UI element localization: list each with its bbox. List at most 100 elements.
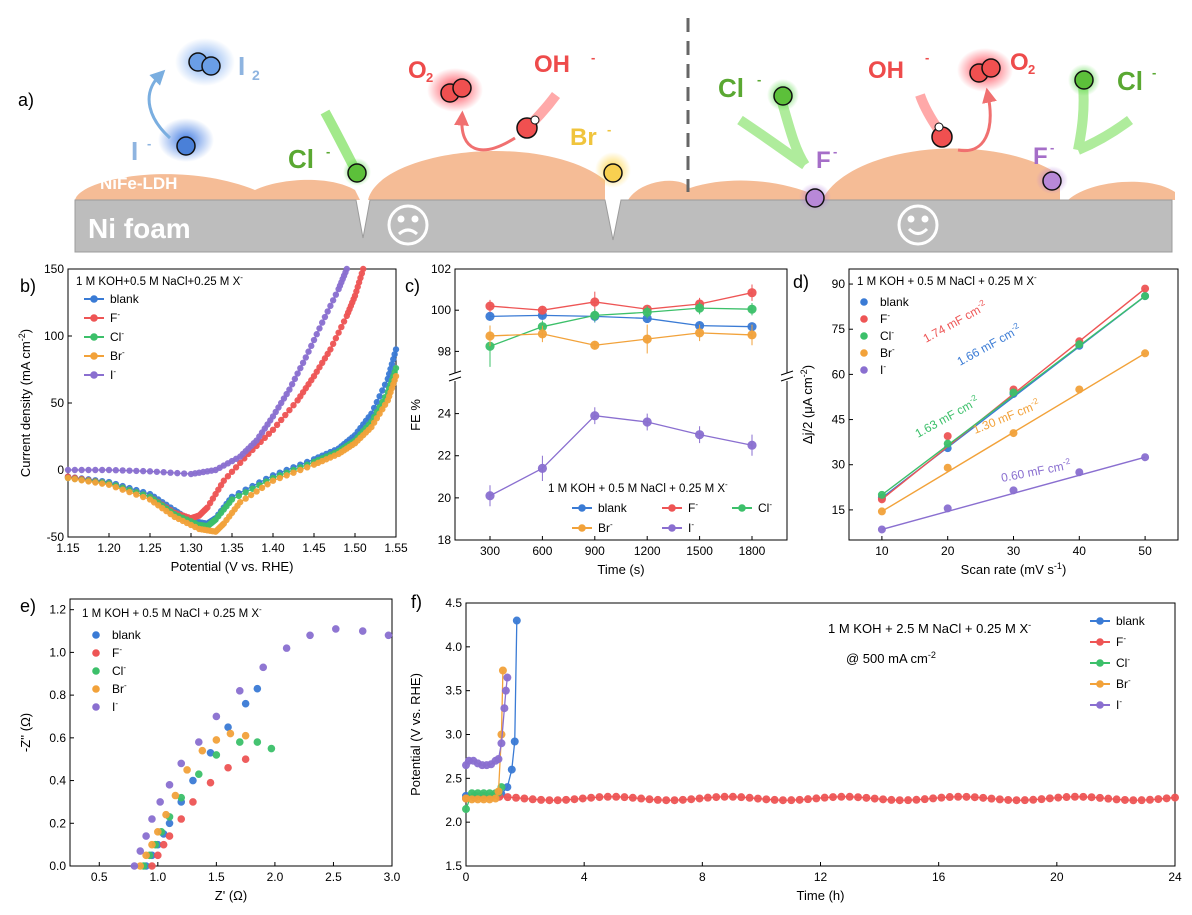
b-series-point-F <box>327 346 334 353</box>
d-y-tick-label: 15 <box>832 503 846 517</box>
hydroxide-charge-left: - <box>591 50 595 65</box>
b-series-point-F <box>228 468 236 475</box>
f-x-tick-label: 12 <box>814 870 828 884</box>
e-series-point-Br <box>148 840 156 849</box>
d-legend-Cl-marker <box>860 332 868 340</box>
b-x-tick-label: 1.55 <box>384 541 408 555</box>
f-series-point-F <box>895 796 904 805</box>
e-x-tick-label: 0.5 <box>91 870 108 884</box>
e-series-point-Br <box>162 810 170 819</box>
b-series-point-I <box>343 265 350 273</box>
axis-break-gap <box>449 373 461 381</box>
e-series-point-F <box>241 755 250 763</box>
d-y-tick-label: 45 <box>832 413 846 427</box>
c-series-point-Br <box>694 328 705 338</box>
b-series-point-F <box>209 495 217 502</box>
e-series-point-F <box>159 840 168 849</box>
oxygen-label-left: O <box>408 57 427 84</box>
e-series-point-Cl <box>195 770 203 778</box>
f-series-point-F <box>728 792 737 801</box>
c-x-tick-label: 1200 <box>634 544 661 558</box>
chloride-charge-left: - <box>326 144 330 159</box>
ldh-label: NiFe-LDH <box>100 174 177 193</box>
b-series-point-I <box>324 308 331 315</box>
plot-frame <box>454 268 788 541</box>
c-ybot-tick-label: 18 <box>438 533 452 547</box>
e-series-point-F <box>154 851 162 860</box>
e-y-tick-label: 1.2 <box>49 603 66 617</box>
f-series-point-F <box>929 794 938 803</box>
b-legend-Br-label: Br- <box>110 348 125 363</box>
f-series-point-F <box>1045 794 1054 803</box>
f-series-point-F <box>1037 795 1046 804</box>
f-series-point-F <box>720 792 729 801</box>
axis-break-gap <box>781 373 793 381</box>
b-series-point-Br <box>98 480 106 487</box>
e-series-point-I <box>358 627 367 635</box>
e-series-point-F <box>165 832 174 840</box>
b-series-point-Br <box>373 414 381 422</box>
d-series-point-Br <box>877 507 886 516</box>
c-series-point-Cl <box>694 303 705 313</box>
f-series-point-F <box>870 794 879 803</box>
d-x-tick-label: 40 <box>1073 544 1087 558</box>
b-y-tick-label: 100 <box>44 329 64 343</box>
charts-layer: b)1.15 1.20 1.25 1.30 1.35 1.40 1.45 1.50 1.55-5… <box>17 262 1182 903</box>
b-series-point-Br <box>269 477 277 484</box>
c-legend-Cl-label: Cl- <box>758 500 772 515</box>
c-series-point-I <box>485 491 495 501</box>
f-series-point-F <box>737 793 746 802</box>
c-series-point-blank <box>485 311 495 321</box>
f-series-point-F <box>803 795 812 804</box>
f-series-point-F <box>795 795 804 804</box>
b-series-line-F <box>67 268 364 519</box>
c-x-tick-label: 1800 <box>739 544 766 558</box>
d-y-tick-label: 75 <box>832 322 846 336</box>
b-series-point-F <box>329 340 337 348</box>
f-series-point-blank <box>512 616 521 625</box>
d-x-tick-label: 50 <box>1138 544 1152 558</box>
b-series-point-Br <box>303 464 311 471</box>
f-series-point-F <box>545 796 554 805</box>
f-series-point-F <box>904 796 913 805</box>
e-y-tick-label: 0.6 <box>49 731 66 745</box>
f-series-point-F <box>1020 796 1029 805</box>
d-x-tick-label: 30 <box>1007 544 1021 558</box>
e-series-point-blank <box>189 776 197 785</box>
f-series-point-I <box>503 673 512 682</box>
c-series-line-blank <box>489 314 753 328</box>
b-series-point-Br <box>105 481 113 488</box>
b-series-point-I <box>275 404 282 411</box>
d-xlabel: Scan rate (mV s-1) <box>961 561 1067 577</box>
f-condition: 1 M KOH + 2.5 M NaCl + 0.25 M X- <box>828 620 1031 636</box>
b-series-point-I <box>332 291 340 298</box>
bromide-ion-icon <box>603 163 623 183</box>
b-series-point-I <box>319 319 326 326</box>
b-series-point-Br <box>133 491 140 498</box>
f-series-point-F <box>1070 792 1079 801</box>
oxidation-arrow-icon <box>454 110 516 152</box>
d-legend-Cl-label: Cl- <box>880 328 894 343</box>
b-series-point-I <box>133 467 140 475</box>
c-series-point-Br <box>642 334 652 344</box>
oxygen-subscript-right: 2 <box>1028 62 1035 77</box>
e-legend-Br-label: Br- <box>112 681 127 696</box>
b-series-point-F <box>335 329 342 336</box>
f-y-tick-label: 4.0 <box>445 640 462 654</box>
b-legend-Cl-label: Cl- <box>110 329 124 344</box>
e-series-point-F <box>189 798 197 806</box>
d-legend-blank-marker <box>860 298 868 306</box>
f-legend-Cl-label: Cl- <box>1116 655 1130 670</box>
f-series-point-F <box>678 795 687 804</box>
d-slope-label-blank: 1.66 mF cm-2 <box>954 320 1024 368</box>
b-series-point-F <box>220 477 227 484</box>
hydrogen-atom-icon <box>530 115 540 125</box>
f-series-point-F <box>528 795 537 804</box>
oxygen-label-right: O <box>1010 49 1029 76</box>
f-series-point-F <box>854 793 863 802</box>
f-series-point-F <box>653 795 662 804</box>
b-series-point-Cl <box>242 489 249 496</box>
c-x-tick-label: 300 <box>480 544 500 558</box>
f-series-point-F <box>503 793 512 802</box>
panel-b-label: b) <box>20 276 36 296</box>
